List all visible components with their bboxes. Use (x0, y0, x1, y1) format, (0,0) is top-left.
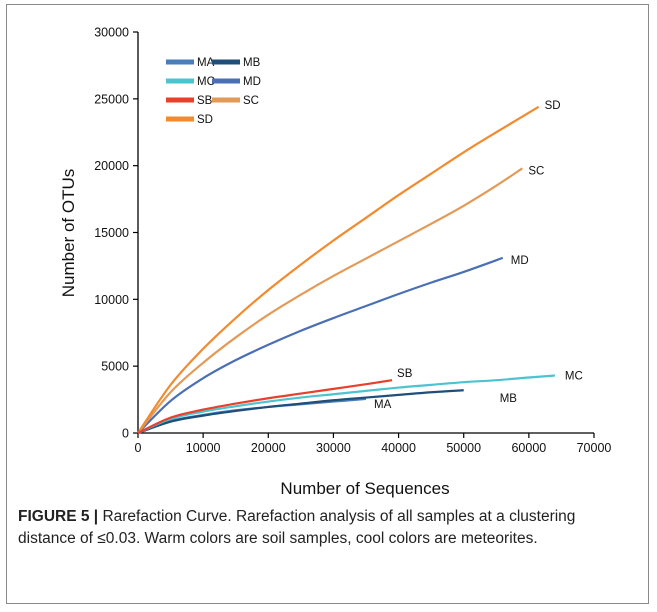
legend-swatch-md (212, 78, 240, 84)
series-line-mc (137, 374, 555, 435)
axes: 0 10000 20000 30000 40000 50000 60000 70000 0 500… (94, 26, 611, 456)
y-tick-label: 0 (122, 427, 129, 441)
x-tick-label: 70000 (577, 441, 612, 455)
y-tick-label: 5000 (101, 360, 129, 374)
series-lines (137, 105, 555, 435)
series-line-sb (137, 379, 393, 434)
series-end-label-ma: MA (374, 399, 392, 411)
legend-swatch-sd (166, 116, 194, 122)
legend-label-sc: SC (243, 95, 259, 107)
legend-swatch-ma (166, 59, 194, 65)
series-line-sc (137, 167, 523, 434)
legend-label-mc: MC (197, 76, 215, 88)
series-end-label-md: MD (511, 255, 529, 267)
figure-frame (6, 4, 649, 604)
y-tick-label: 10000 (94, 293, 129, 307)
legend: MA MB MC MD SB SC SD (166, 57, 261, 126)
x-tick-label: 0 (135, 441, 142, 455)
series-line-md (137, 256, 504, 434)
legend-swatch-mc (166, 78, 194, 84)
y-tick-label: 20000 (94, 159, 129, 173)
caption-lead: FIGURE 5 | (18, 508, 99, 525)
rarefaction-chart: 0 10000 20000 30000 40000 50000 60000 70000 0 500… (59, 26, 611, 499)
y-tick-label: 15000 (94, 226, 129, 240)
legend-label-md: MD (243, 76, 261, 88)
x-tick-label: 50000 (446, 441, 481, 455)
series-line-sd (137, 105, 540, 434)
x-tick-label: 40000 (381, 441, 416, 455)
legend-label-mb: MB (243, 57, 261, 69)
series-end-label-sc: SC (528, 165, 544, 177)
y-axis-label: Number of OTUs (59, 169, 78, 297)
x-tick-label: 30000 (316, 441, 351, 455)
series-end-label-mb: MB (500, 393, 518, 405)
series-end-labels: MA MB MC MD SC SD SB (374, 100, 583, 411)
legend-label-ma: MA (197, 57, 215, 69)
legend-swatch-sb (166, 97, 194, 103)
legend-swatch-sc (212, 97, 240, 103)
series-end-label-sd: SD (545, 100, 561, 112)
y-tick-label: 25000 (94, 92, 129, 106)
x-axis-label: Number of Sequences (280, 479, 449, 498)
series-end-label-mc: MC (565, 371, 583, 383)
series-line-mb (137, 389, 464, 435)
caption-text: Rarefaction Curve. Rarefaction analysis … (18, 508, 576, 547)
x-tick-label: 60000 (511, 441, 546, 455)
figure-caption: FIGURE 5 | Rarefaction Curve. Rarefactio… (18, 506, 633, 550)
x-tick-label: 20000 (251, 441, 286, 455)
legend-swatch-mb (212, 59, 240, 65)
y-tick-label: 30000 (94, 26, 129, 40)
series-end-label-sb: SB (397, 368, 413, 380)
x-tick-label: 10000 (186, 441, 221, 455)
legend-label-sb: SB (197, 95, 213, 107)
legend-label-sd: SD (197, 114, 213, 126)
